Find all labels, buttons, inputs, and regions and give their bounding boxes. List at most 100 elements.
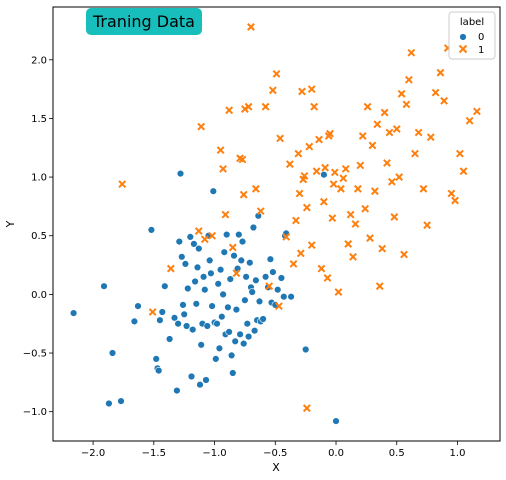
- x-axis-label: X: [272, 461, 280, 474]
- point-series-0-0: [69, 309, 78, 317]
- point-series-0-72: [242, 273, 250, 281]
- point-series-0-17: [174, 320, 182, 328]
- point-series-0-86: [261, 273, 270, 281]
- point-series-0-26: [186, 233, 195, 241]
- point-series-1-0: [118, 180, 127, 189]
- points-layer: [69, 23, 481, 425]
- point-series-0-73: [243, 320, 252, 328]
- point-series-1-1: [148, 308, 157, 316]
- point-series-1-70: [373, 120, 382, 129]
- point-series-1-84: [407, 48, 416, 57]
- point-series-1-85: [411, 149, 419, 158]
- point-series-0-74: [244, 332, 253, 341]
- point-series-0-85: [259, 315, 267, 323]
- point-series-1-68: [368, 141, 377, 150]
- point-series-1-29: [289, 259, 298, 268]
- point-series-1-28: [285, 160, 294, 169]
- point-series-1-37: [302, 203, 311, 212]
- point-series-1-65: [361, 204, 370, 213]
- y-tick-label-4: 1.0: [31, 173, 47, 184]
- point-series-0-33: [195, 244, 203, 253]
- point-series-1-4: [197, 122, 206, 131]
- chart-title: Traning Data: [86, 8, 202, 35]
- point-series-1-96: [456, 149, 464, 158]
- legend-label-1: 1: [478, 45, 484, 56]
- point-series-0-66: [235, 230, 243, 239]
- point-series-1-69: [370, 187, 379, 196]
- point-series-0-39: [202, 376, 210, 384]
- point-series-1-72: [378, 244, 387, 253]
- point-series-1-43: [312, 167, 321, 176]
- point-series-1-41: [307, 85, 316, 94]
- x-tick-label-0: −2.0: [81, 448, 105, 459]
- point-series-0-54: [220, 248, 229, 256]
- point-series-0-83: [255, 297, 264, 306]
- point-series-0-51: [216, 266, 225, 274]
- point-series-0-77: [248, 288, 256, 296]
- point-series-1-58: [344, 240, 353, 248]
- point-series-0-35: [197, 341, 205, 349]
- point-series-1-75: [385, 128, 394, 137]
- point-series-0-50: [215, 344, 224, 352]
- point-series-0-21: [179, 301, 187, 309]
- point-series-0-4: [117, 397, 125, 405]
- point-series-1-57: [341, 164, 350, 173]
- point-series-0-63: [231, 337, 239, 345]
- point-series-0-37: [199, 273, 208, 281]
- point-series-0-57: [224, 303, 232, 311]
- point-series-0-31: [192, 300, 201, 308]
- point-series-1-98: [465, 116, 474, 125]
- point-series-0-43: [207, 269, 215, 277]
- point-series-0-14: [165, 335, 174, 343]
- point-series-0-10: [155, 366, 163, 375]
- point-series-1-71: [375, 282, 384, 291]
- point-series-0-11: [156, 316, 164, 324]
- point-series-0-42: [206, 256, 214, 265]
- point-series-1-77: [390, 213, 399, 221]
- point-series-0-30: [191, 277, 199, 286]
- x-tick-label-5: 0.5: [389, 448, 405, 459]
- point-series-1-20: [256, 207, 265, 216]
- x-ticks: −2.0 −1.5 −1.0 −0.5 0.0 0.5 1.0: [81, 441, 465, 459]
- point-series-1-44: [315, 135, 323, 144]
- point-series-1-8: [219, 164, 227, 173]
- point-series-0-18: [175, 237, 184, 246]
- point-series-1-2: [166, 264, 175, 273]
- point-series-0-52: [218, 313, 226, 321]
- point-series-1-15: [239, 190, 248, 199]
- point-series-1-31: [294, 149, 303, 158]
- point-series-0-98: [302, 345, 310, 354]
- point-series-0-47: [212, 355, 220, 363]
- point-series-0-40: [203, 322, 212, 330]
- point-series-1-92: [440, 96, 449, 105]
- point-series-0-56: [223, 230, 231, 239]
- point-series-0-67: [236, 330, 244, 338]
- point-series-1-74: [383, 159, 391, 167]
- point-series-0-19: [176, 169, 185, 178]
- point-series-0-8: [152, 355, 160, 363]
- point-series-0-44: [208, 302, 216, 310]
- point-series-1-12: [232, 269, 241, 278]
- point-series-1-67: [366, 234, 374, 242]
- point-series-1-88: [423, 221, 432, 230]
- point-series-1-91: [436, 68, 445, 77]
- point-series-0-48: [213, 320, 221, 328]
- point-series-0-6: [134, 302, 142, 310]
- point-series-1-3: [194, 227, 203, 235]
- point-series-1-78: [392, 125, 401, 133]
- y-tick-label-5: 1.5: [31, 114, 47, 125]
- point-series-0-20: [178, 253, 186, 261]
- point-series-1-42: [310, 102, 319, 111]
- point-series-1-86: [414, 128, 423, 137]
- point-series-0-23: [181, 260, 190, 268]
- point-series-0-13: [161, 282, 169, 290]
- point-series-1-14: [238, 155, 247, 164]
- point-series-0-58: [225, 328, 233, 336]
- point-series-1-47: [321, 163, 329, 172]
- point-series-1-39: [305, 142, 314, 151]
- point-series-0-1: [100, 282, 108, 290]
- point-series-1-27: [282, 232, 291, 241]
- point-series-1-19: [251, 184, 260, 193]
- point-series-0-75: [246, 259, 254, 267]
- point-series-1-52: [329, 180, 338, 189]
